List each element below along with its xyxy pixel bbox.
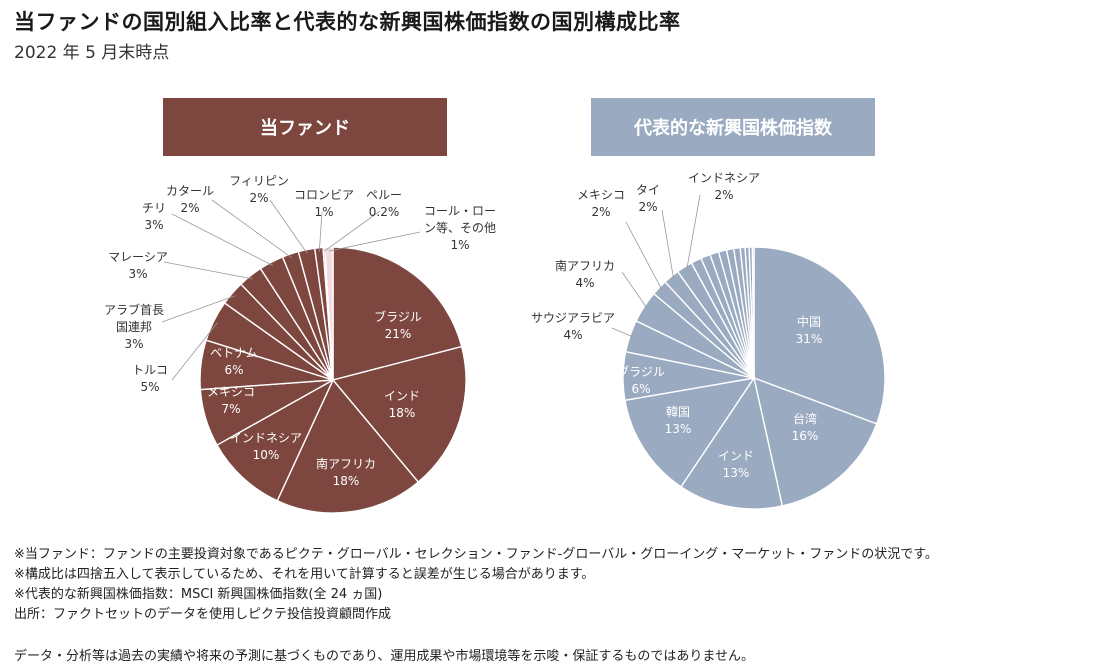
slice-label: ベトナム 6%	[210, 346, 258, 377]
pie-slice	[332, 246, 463, 381]
pie-slice	[680, 376, 784, 510]
footnotes: ※当ファンド：ファンドの主要投資対象であるピクテ・グローバル・セレクション・ファ…	[14, 545, 938, 625]
slice-label: ブラジル 21%	[374, 309, 422, 341]
slice-label: インド 13%	[718, 449, 754, 480]
footnote: ※当ファンド：ファンドの主要投資対象であるピクテ・グローバル・セレクション・ファ…	[14, 547, 938, 562]
page-title: 当ファンドの国別組入比率と代表的な新興国株価指数の国別構成比率	[14, 10, 681, 34]
page-subtitle: 2022 年 5 月末時点	[14, 43, 170, 63]
slice-callout-label: アラブ首長国連邦 3%	[104, 302, 164, 351]
pie-slice	[216, 378, 335, 502]
leader-line	[686, 194, 701, 271]
leader-line	[211, 199, 292, 259]
footnote: ※構成比は四捨五入して表示しているため、それを用いて計算すると誤差が生じる場合が…	[14, 567, 595, 582]
slice-callout-label: コロンビア 1%	[294, 188, 354, 219]
slice-label: 台湾 16%	[792, 411, 819, 443]
leader-line	[611, 327, 634, 338]
leader-line	[171, 213, 274, 267]
leader-line	[269, 199, 308, 254]
leader-line	[625, 221, 663, 291]
slice-callout-label: カタール 2%	[166, 184, 214, 215]
pie-slice	[276, 378, 420, 514]
index-chart-header: 代表的な新興国株価指数	[591, 98, 875, 156]
slice-callout-label: コール・ローン等、その他 1%	[424, 204, 496, 252]
leader-line	[621, 271, 648, 310]
leader-line	[318, 211, 323, 252]
slice-callout-label: タイ 2%	[636, 183, 660, 214]
slice-callout-label: サウジアラビア 4%	[531, 311, 615, 342]
leader-line	[661, 209, 675, 280]
slice-label: 韓国 13%	[665, 405, 692, 436]
pie-slice	[624, 377, 756, 488]
slice-label: インドネシア 10%	[230, 431, 302, 462]
disclaimer: データ・分析等は過去の実績や将来の予測に基づくものであり、運用成果や市場環境等を…	[14, 649, 754, 664]
pie-slice	[751, 246, 755, 379]
leader-line	[163, 261, 253, 280]
slice-callout-label: マレーシア 3%	[108, 250, 168, 281]
slice-label: 南アフリカ 18%	[316, 456, 376, 488]
pie-slice	[323, 246, 334, 381]
footnote: ※代表的な新興国株価指数：MSCI 新興国株価指数(全 24 ヵ国)	[14, 587, 383, 602]
slice-callout-label: フィリピン 2%	[229, 174, 289, 205]
slice-callout-label: インドネシア 2%	[688, 171, 760, 202]
pie-slice	[331, 345, 467, 484]
slice-callout-label: チリ 3%	[142, 201, 166, 232]
slice-callout-label: メキシコ 2%	[577, 188, 625, 219]
slice-label: インド 18%	[384, 389, 420, 420]
pie-slice	[753, 246, 886, 425]
fund-chart-header: 当ファンド	[163, 98, 447, 156]
slice-callout-label: 南アフリカ 4%	[555, 258, 615, 290]
footnote: 出所：ファクトセットのデータを使用しピクテ投信投資顧問作成	[14, 607, 392, 622]
leader-line	[323, 210, 381, 252]
slice-callout-label: トルコ 5%	[132, 363, 168, 394]
leader-line	[161, 295, 236, 323]
leader-line	[328, 231, 421, 252]
slice-label: ブラジル 6%	[617, 364, 665, 396]
leader-line	[171, 322, 218, 381]
slice-callout-label: ペルー 0.2%	[366, 188, 402, 219]
slice-label: 中国 31%	[796, 314, 823, 346]
pie-slice	[753, 376, 878, 507]
slice-label: メキシコ 7%	[207, 385, 255, 416]
